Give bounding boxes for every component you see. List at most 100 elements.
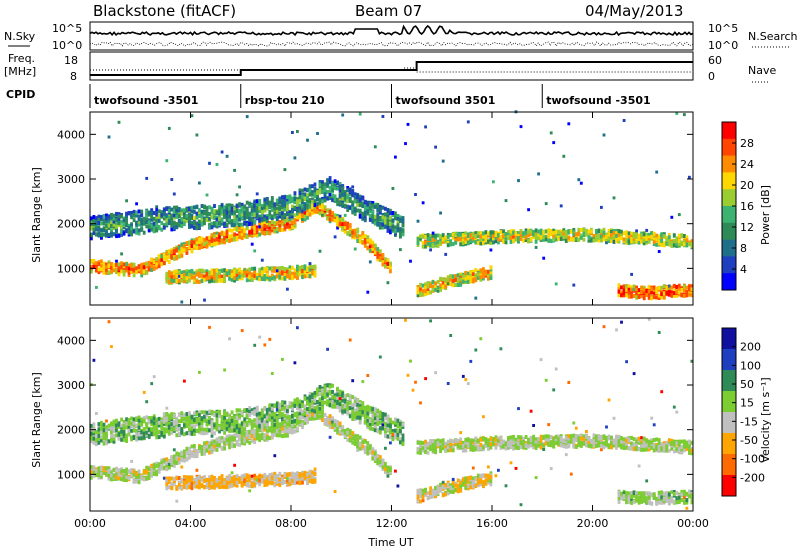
heatmap-cell — [602, 133, 606, 137]
heatmap-cell — [105, 425, 108, 430]
heatmap-cell — [127, 230, 131, 235]
heatmap-cell — [160, 254, 164, 259]
heatmap-cell — [612, 236, 616, 241]
heatmap-cell — [406, 122, 410, 126]
heatmap-cell — [265, 275, 269, 280]
heatmap-cell — [534, 236, 538, 241]
heatmap-cell — [323, 212, 327, 217]
heatmap-cell — [672, 243, 676, 248]
heatmap-cell — [645, 292, 649, 297]
date-label: 04/May/2013 — [585, 2, 683, 20]
heatmap-cell — [112, 264, 116, 269]
heatmap-cell — [107, 466, 111, 471]
heatmap-cell — [105, 270, 108, 275]
heatmap-cell — [167, 462, 171, 466]
heatmap-cell — [630, 289, 633, 294]
cpid-segment-label: twofsound -3501 — [94, 94, 198, 107]
heatmap-cell — [248, 274, 252, 279]
heatmap-cell — [333, 197, 337, 202]
heatmap-cell — [416, 290, 420, 295]
heatmap-cell — [130, 436, 133, 440]
heatmap-cell — [218, 205, 221, 209]
heatmap-cell — [218, 238, 221, 242]
heatmap-cell — [162, 225, 166, 230]
heatmap-cell — [90, 430, 93, 435]
heatmap-cell — [188, 427, 191, 432]
heatmap-cell — [293, 220, 297, 225]
heatmap-cell — [157, 254, 161, 259]
heatmap-cell — [177, 482, 181, 487]
heatmap-cell — [183, 480, 186, 485]
heatmap-cell — [112, 421, 116, 426]
heatmap-cell — [92, 262, 96, 267]
heatmap-cell — [208, 205, 211, 210]
heatmap-cell — [381, 220, 385, 225]
heatmap-cell — [180, 250, 184, 255]
heatmap-cell — [509, 232, 513, 237]
heatmap-cell — [220, 150, 224, 154]
heatmap-cell — [647, 284, 651, 289]
heatmap-cell — [617, 229, 621, 234]
heatmap-cell — [492, 240, 495, 245]
heatmap-cell — [311, 199, 314, 204]
heatmap-cell — [667, 292, 671, 297]
heatmap-cell — [263, 231, 267, 236]
heatmap-cell — [504, 240, 508, 245]
heatmap-cell — [461, 241, 465, 246]
heatmap-cell — [577, 231, 581, 236]
heatmap-cell — [291, 220, 294, 225]
heatmap-cell — [361, 204, 365, 209]
heatmap-cell — [188, 216, 191, 221]
heatmap-cell — [190, 209, 194, 214]
heatmap-cell — [487, 239, 490, 244]
heatmap-cell — [574, 232, 578, 237]
heatmap-cell — [283, 224, 287, 229]
heatmap-cell — [529, 237, 533, 242]
heatmap-cell — [454, 237, 458, 242]
heatmap-cell — [268, 231, 272, 236]
heatmap-cell — [275, 198, 279, 203]
heatmap-cell — [102, 435, 106, 440]
heatmap-cell — [238, 209, 241, 214]
heatmap-cell — [378, 225, 382, 230]
heatmap-cell — [451, 283, 455, 288]
heatmap-cell — [193, 215, 196, 220]
heatmap-cell — [137, 231, 141, 236]
heatmap-cell — [215, 163, 219, 166]
heatmap-cell — [177, 218, 181, 223]
heatmap-cell — [160, 426, 164, 431]
heatmap-cell — [303, 207, 307, 212]
heatmap-cell — [127, 469, 131, 474]
heatmap-cell — [117, 263, 121, 268]
heatmap-cell — [323, 194, 327, 199]
heatmap-cell — [115, 229, 118, 234]
heatmap-cell — [92, 465, 96, 470]
heatmap-cell — [391, 218, 395, 223]
heatmap-cell — [552, 230, 556, 235]
heatmap-cell — [459, 232, 463, 237]
heatmap-cell — [117, 220, 121, 225]
heatmap-cell — [384, 206, 387, 211]
heatmap-cell — [333, 235, 337, 239]
heatmap-cell — [293, 205, 297, 210]
heatmap-cell — [265, 206, 269, 211]
heatmap-cell — [426, 281, 430, 286]
heatmap-cell — [165, 279, 169, 284]
heatmap-cell — [188, 477, 191, 482]
heatmap-cell — [177, 457, 181, 462]
heatmap-cell — [622, 231, 626, 236]
heatmap-cell — [218, 216, 221, 221]
heatmap-cell — [637, 237, 641, 242]
heatmap-cell — [117, 214, 121, 219]
heatmap-cell — [180, 450, 184, 455]
beam-label: Beam 07 — [355, 2, 422, 20]
heatmap-cell — [275, 229, 279, 234]
heatmap-cell — [248, 211, 252, 216]
heatmap-cell — [670, 290, 674, 295]
heatmap-cell — [670, 292, 674, 297]
heatmap-cell — [117, 233, 121, 238]
heatmap-cell — [451, 232, 455, 237]
heatmap-cell — [675, 236, 679, 241]
heatmap-cell — [313, 266, 317, 271]
heatmap-cell — [439, 287, 442, 292]
